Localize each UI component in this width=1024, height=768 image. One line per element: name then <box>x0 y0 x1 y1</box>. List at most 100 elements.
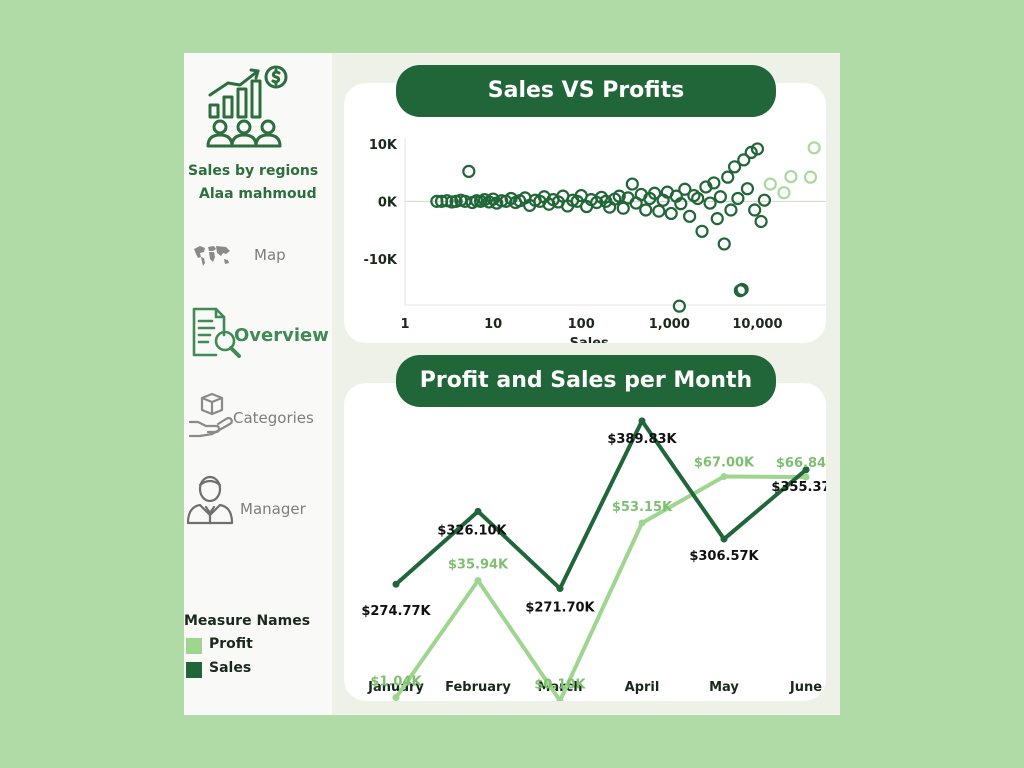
scatter-point[interactable] <box>678 182 692 196</box>
scatter-point[interactable] <box>721 170 735 184</box>
sales-vs-profits-scatter-chart[interactable]: 10K 0K -10K 1 10 100 1,000 10,000 Sales <box>344 83 826 343</box>
scatter-x-axis-label: Sales <box>570 336 609 343</box>
scatter-point[interactable] <box>707 176 721 190</box>
scatter-point[interactable] <box>750 142 765 156</box>
author-name: Alaa mahmoud <box>199 186 317 202</box>
scatter-point[interactable] <box>735 282 749 297</box>
scatter-point[interactable] <box>763 177 777 191</box>
profit-point[interactable] <box>556 697 564 701</box>
sales-point[interactable] <box>556 585 564 593</box>
profit-point[interactable] <box>802 473 810 481</box>
scatter-point[interactable] <box>672 299 686 313</box>
nav-item-manager[interactable]: Manager <box>184 471 332 531</box>
document-magnifier-icon <box>192 307 241 358</box>
profit-data-label: $66.84K <box>776 456 826 471</box>
sales-data-label: $274.77K <box>361 604 431 619</box>
nav-label-overview: Overview <box>234 325 329 346</box>
scatter-point[interactable] <box>803 170 818 184</box>
nav-item-overview[interactable]: Overview <box>184 305 332 365</box>
scatter-point[interactable] <box>462 164 476 179</box>
scatter-point[interactable] <box>748 203 762 217</box>
profit-point[interactable] <box>474 577 482 585</box>
world-map-icon <box>194 246 230 266</box>
sales-vs-profits-panel: 10K 0K -10K 1 10 100 1,000 10,000 Sales <box>344 83 826 343</box>
profit-sales-month-title: Profit and Sales per Month <box>396 355 776 407</box>
scatter-point[interactable] <box>612 189 626 203</box>
scatter-point[interactable] <box>683 209 697 223</box>
sales-point[interactable] <box>802 466 810 474</box>
sales-point[interactable] <box>474 507 482 515</box>
sales-data-label: $306.57K <box>689 549 759 564</box>
person-suit-icon <box>186 475 234 525</box>
scatter-point[interactable] <box>784 169 798 184</box>
scatter-point[interactable] <box>674 197 688 211</box>
profit-data-label: $1.04K <box>370 675 422 690</box>
box-hand-icon <box>188 392 233 438</box>
scatter-y-tick-label: 10K <box>369 138 398 153</box>
month-axis-label: May <box>709 680 739 695</box>
nav-label-map: Map <box>254 246 286 264</box>
scatter-point[interactable] <box>754 214 768 229</box>
sales-data-label: $389.83K <box>607 432 677 447</box>
profit-data-label: $0.10K <box>534 678 586 693</box>
scatter-y-tick-label: -10K <box>363 253 397 268</box>
month-axis-label: April <box>625 680 660 695</box>
scatter-x-tick-label: 1,000 <box>649 317 690 332</box>
sales-point[interactable] <box>720 535 728 543</box>
scatter-point[interactable] <box>757 193 772 207</box>
nav-label-categories: Categories <box>233 409 314 427</box>
legend-swatch-sales <box>186 662 202 678</box>
profit-series-line[interactable] <box>394 474 807 701</box>
profit-point[interactable] <box>720 473 728 481</box>
scatter-point[interactable] <box>647 186 662 200</box>
sales-series-line[interactable] <box>394 418 808 591</box>
profit-point[interactable] <box>638 519 646 527</box>
sales-data-label: $326.10K <box>437 523 507 538</box>
dashboard-subtitle: Sales by regions <box>188 163 319 179</box>
scatter-point[interactable] <box>724 203 738 217</box>
month-axis-label: February <box>445 680 511 695</box>
scatter-point[interactable] <box>777 186 791 200</box>
sales-point[interactable] <box>392 580 400 588</box>
scatter-point[interactable] <box>731 191 745 206</box>
main-content: 10K 0K -10K 1 10 100 1,000 10,000 Sales Sales VS… <box>332 53 840 715</box>
scatter-point[interactable] <box>664 206 678 221</box>
dashboard: Sales by regions Alaa mahmoud Map <box>184 53 840 715</box>
scatter-x-tick-label: 10,000 <box>732 317 782 332</box>
scatter-point[interactable] <box>616 201 630 215</box>
legend: Measure Names Profit Sales <box>184 612 332 692</box>
nav-item-categories[interactable]: Categories <box>184 388 332 448</box>
scatter-point[interactable] <box>710 212 724 226</box>
scatter-point[interactable] <box>625 177 639 191</box>
sales-vs-profits-title: Sales VS Profits <box>396 65 776 117</box>
sales-point[interactable] <box>638 417 646 425</box>
profit-point[interactable] <box>392 694 400 701</box>
scatter-point[interactable] <box>652 204 666 218</box>
legend-title: Measure Names <box>184 613 311 629</box>
scatter-point[interactable] <box>807 141 821 155</box>
scatter-point[interactable] <box>727 160 742 174</box>
scatter-point[interactable] <box>713 190 728 204</box>
nav-item-map[interactable]: Map <box>184 225 332 285</box>
sales-data-label: $271.70K <box>525 601 595 616</box>
scatter-point[interactable] <box>695 224 709 238</box>
profit-data-label: $67.00K <box>694 456 755 471</box>
legend-label-sales: Sales <box>209 660 252 676</box>
scatter-point[interactable] <box>703 196 717 210</box>
profit-data-label: $53.15K <box>612 500 673 515</box>
scatter-point[interactable] <box>717 237 731 251</box>
sales-data-label: $355.37K <box>771 480 826 495</box>
scatter-y-tick-label: 0K <box>378 195 398 210</box>
scatter-point[interactable] <box>737 153 751 167</box>
scatter-x-tick-label: 100 <box>568 317 595 332</box>
profit-data-label: $35.94K <box>448 558 509 573</box>
scatter-point[interactable] <box>691 191 705 206</box>
scatter-point[interactable] <box>740 182 755 196</box>
profit-sales-month-line-chart[interactable]: January February March April May June$274.77K… <box>344 383 826 701</box>
scatter-x-tick-label: 1 <box>400 317 409 332</box>
scatter-x-tick-label: 10 <box>484 317 502 332</box>
sales-team-logo-icon <box>206 65 288 148</box>
nav-label-manager: Manager <box>240 500 306 518</box>
scatter-point[interactable] <box>639 203 653 217</box>
month-axis-label: January <box>367 680 424 695</box>
